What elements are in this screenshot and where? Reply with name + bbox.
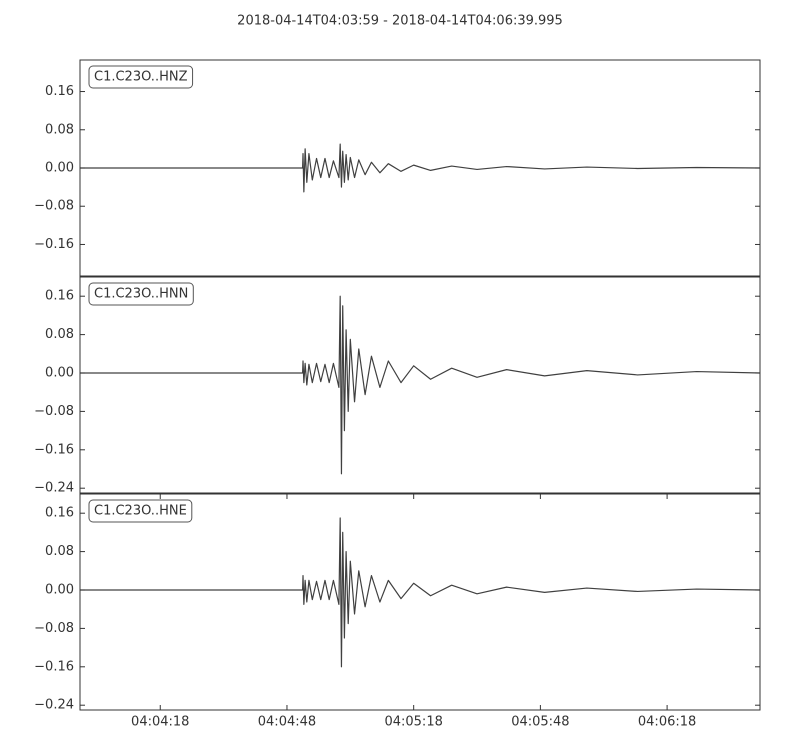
y-tick-label: 0.00 (45, 366, 74, 381)
trace-line (80, 143, 761, 193)
trace-line (80, 295, 761, 475)
plot-frame (79, 493, 761, 711)
trace-line (80, 517, 761, 668)
legend-label: C1.C23O..HNN (94, 287, 188, 302)
y-tick-label: −0.16 (34, 659, 74, 674)
chart-title: 2018-04-14T04:03:59 - 2018-04-14T04:06:3… (237, 14, 563, 29)
x-tick-label: 04:04:18 (131, 715, 189, 730)
legend-label: C1.C23O..HNZ (94, 70, 188, 85)
x-tick-label: 04:05:48 (511, 715, 569, 730)
legend-box (88, 282, 194, 306)
y-tick-label: −0.08 (34, 621, 74, 636)
y-tick-label: −0.16 (34, 237, 74, 252)
y-tick-label: 0.08 (45, 544, 74, 559)
legend-box (88, 65, 194, 89)
y-tick-label: 0.16 (45, 506, 74, 521)
y-tick-label: −0.08 (34, 199, 74, 214)
y-tick-label: −0.16 (34, 442, 74, 457)
x-tick-label: 04:06:18 (638, 715, 696, 730)
y-tick-label: 0.00 (45, 583, 74, 598)
plot-frame (79, 276, 761, 494)
legend-box (88, 499, 193, 523)
y-tick-label: −0.24 (34, 481, 74, 496)
y-tick-label: 0.16 (45, 84, 74, 99)
y-tick-label: −0.08 (34, 404, 74, 419)
y-tick-label: −0.24 (34, 698, 74, 713)
y-tick-label: 0.08 (45, 327, 74, 342)
y-tick-label: 0.00 (45, 161, 74, 176)
x-tick-label: 04:05:18 (384, 715, 442, 730)
y-tick-label: 0.08 (45, 122, 74, 137)
legend-label: C1.C23O..HNE (94, 504, 187, 519)
y-tick-label: 0.16 (45, 289, 74, 304)
x-tick-label: 04:04:48 (258, 715, 316, 730)
